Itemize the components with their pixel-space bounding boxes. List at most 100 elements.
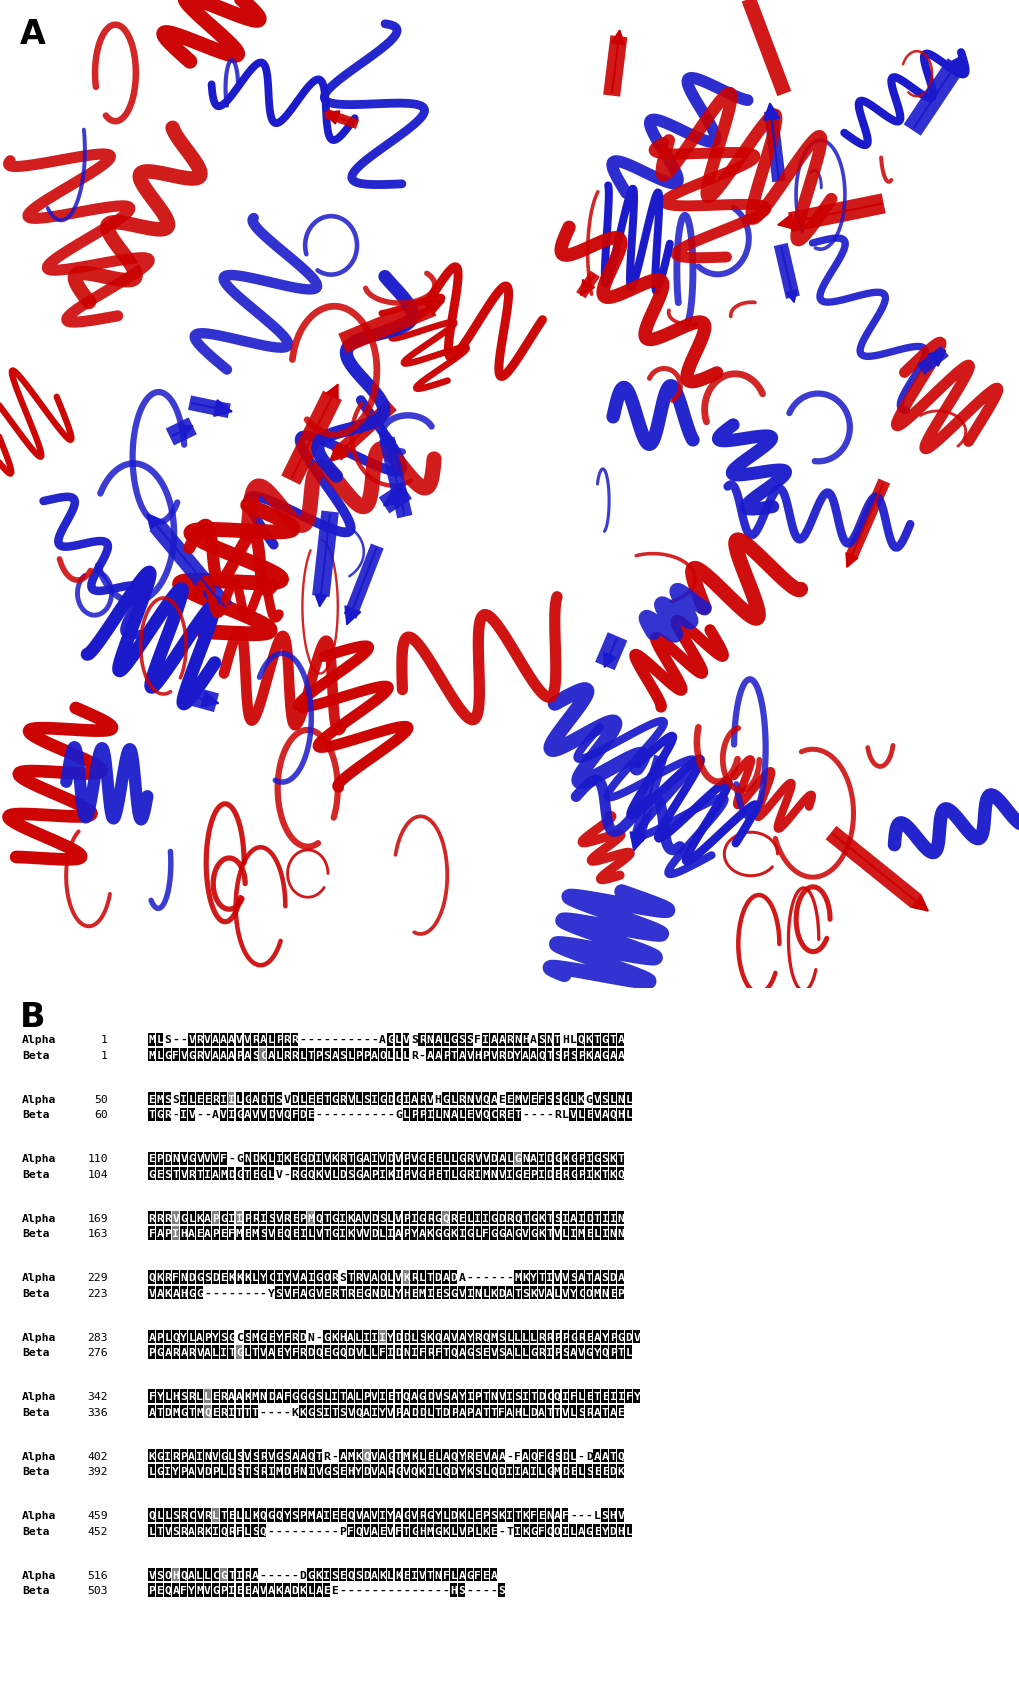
Text: A: A bbox=[204, 1228, 211, 1238]
FancyBboxPatch shape bbox=[545, 1464, 552, 1478]
Text: K: K bbox=[522, 1525, 529, 1535]
FancyBboxPatch shape bbox=[275, 1464, 282, 1478]
Text: E: E bbox=[426, 1451, 433, 1461]
FancyBboxPatch shape bbox=[466, 1331, 473, 1343]
Text: Y: Y bbox=[283, 1510, 290, 1520]
FancyBboxPatch shape bbox=[561, 1270, 568, 1284]
Text: I: I bbox=[514, 1466, 521, 1476]
Text: A: A bbox=[578, 1525, 584, 1535]
FancyBboxPatch shape bbox=[244, 1508, 250, 1522]
Text: Q: Q bbox=[442, 1466, 449, 1476]
FancyBboxPatch shape bbox=[482, 1508, 488, 1522]
FancyBboxPatch shape bbox=[403, 1567, 409, 1581]
Text: V: V bbox=[291, 1272, 299, 1282]
Text: V: V bbox=[244, 1451, 251, 1461]
Text: L: L bbox=[625, 1110, 632, 1120]
Text: S: S bbox=[411, 1035, 418, 1044]
FancyBboxPatch shape bbox=[418, 1167, 425, 1181]
FancyBboxPatch shape bbox=[482, 1211, 488, 1225]
FancyBboxPatch shape bbox=[187, 1464, 195, 1478]
FancyBboxPatch shape bbox=[418, 1390, 425, 1404]
FancyBboxPatch shape bbox=[434, 1270, 441, 1284]
Text: L: L bbox=[164, 1510, 171, 1520]
Text: L: L bbox=[450, 1094, 458, 1105]
Text: S: S bbox=[339, 1272, 345, 1282]
FancyBboxPatch shape bbox=[363, 1449, 369, 1463]
Text: G: G bbox=[308, 1287, 314, 1297]
FancyBboxPatch shape bbox=[505, 1226, 513, 1240]
FancyBboxPatch shape bbox=[307, 1390, 314, 1404]
FancyBboxPatch shape bbox=[227, 1405, 234, 1419]
Text: L: L bbox=[363, 1348, 370, 1358]
FancyBboxPatch shape bbox=[179, 1108, 186, 1121]
Text: K: K bbox=[482, 1525, 489, 1535]
FancyBboxPatch shape bbox=[418, 1449, 425, 1463]
Text: L: L bbox=[355, 1392, 362, 1402]
Text: L: L bbox=[156, 1510, 163, 1520]
Text: A: A bbox=[252, 1569, 259, 1579]
Text: V: V bbox=[164, 1525, 171, 1535]
Text: F: F bbox=[625, 1392, 632, 1402]
Text: H: H bbox=[522, 1035, 529, 1044]
FancyBboxPatch shape bbox=[522, 1093, 528, 1106]
FancyBboxPatch shape bbox=[434, 1167, 441, 1181]
FancyBboxPatch shape bbox=[212, 1508, 218, 1522]
FancyBboxPatch shape bbox=[323, 1152, 329, 1165]
Text: I: I bbox=[505, 1392, 513, 1402]
FancyBboxPatch shape bbox=[394, 1167, 401, 1181]
FancyBboxPatch shape bbox=[529, 1211, 536, 1225]
Text: G: G bbox=[235, 1169, 243, 1179]
FancyBboxPatch shape bbox=[219, 1331, 226, 1343]
FancyBboxPatch shape bbox=[474, 1390, 481, 1404]
FancyBboxPatch shape bbox=[616, 1523, 624, 1537]
Text: G: G bbox=[156, 1451, 163, 1461]
Text: D: D bbox=[228, 1466, 234, 1476]
Text: A: A bbox=[156, 1228, 163, 1238]
Text: G: G bbox=[394, 1466, 401, 1476]
FancyBboxPatch shape bbox=[616, 1346, 624, 1360]
FancyBboxPatch shape bbox=[625, 1093, 632, 1106]
FancyBboxPatch shape bbox=[545, 1287, 552, 1299]
Text: T: T bbox=[346, 1154, 354, 1164]
FancyBboxPatch shape bbox=[252, 1405, 258, 1419]
FancyBboxPatch shape bbox=[378, 1331, 385, 1343]
Text: A: A bbox=[434, 1035, 441, 1044]
Text: T: T bbox=[601, 1407, 608, 1417]
FancyBboxPatch shape bbox=[244, 1523, 250, 1537]
FancyBboxPatch shape bbox=[569, 1093, 576, 1106]
Text: A: A bbox=[196, 1333, 203, 1341]
FancyBboxPatch shape bbox=[394, 1449, 401, 1463]
Text: G: G bbox=[442, 1228, 449, 1238]
Text: A: A bbox=[609, 1407, 615, 1417]
Text: N: N bbox=[545, 1035, 552, 1044]
Text: V: V bbox=[394, 1213, 401, 1223]
FancyBboxPatch shape bbox=[394, 1108, 401, 1121]
FancyBboxPatch shape bbox=[608, 1390, 615, 1404]
Text: R: R bbox=[426, 1348, 433, 1358]
Text: V: V bbox=[474, 1154, 481, 1164]
FancyBboxPatch shape bbox=[466, 1567, 473, 1581]
FancyBboxPatch shape bbox=[474, 1211, 481, 1225]
Text: Y: Y bbox=[275, 1333, 282, 1341]
FancyBboxPatch shape bbox=[148, 1346, 155, 1360]
Text: P: P bbox=[355, 1051, 362, 1061]
FancyBboxPatch shape bbox=[593, 1211, 599, 1225]
Text: L: L bbox=[434, 1110, 441, 1120]
Text: D: D bbox=[545, 1169, 552, 1179]
FancyBboxPatch shape bbox=[593, 1270, 599, 1284]
FancyBboxPatch shape bbox=[187, 1287, 195, 1299]
FancyBboxPatch shape bbox=[505, 1508, 513, 1522]
FancyBboxPatch shape bbox=[553, 1508, 559, 1522]
FancyBboxPatch shape bbox=[529, 1464, 536, 1478]
FancyBboxPatch shape bbox=[394, 1034, 401, 1045]
FancyBboxPatch shape bbox=[474, 1523, 481, 1537]
Text: P: P bbox=[530, 1169, 536, 1179]
FancyBboxPatch shape bbox=[505, 1093, 513, 1106]
FancyBboxPatch shape bbox=[449, 1152, 457, 1165]
Text: E: E bbox=[386, 1392, 393, 1402]
FancyBboxPatch shape bbox=[259, 1108, 266, 1121]
Text: G: G bbox=[156, 1348, 163, 1358]
FancyBboxPatch shape bbox=[307, 1270, 314, 1284]
FancyBboxPatch shape bbox=[514, 1449, 520, 1463]
Text: G: G bbox=[212, 1584, 219, 1594]
